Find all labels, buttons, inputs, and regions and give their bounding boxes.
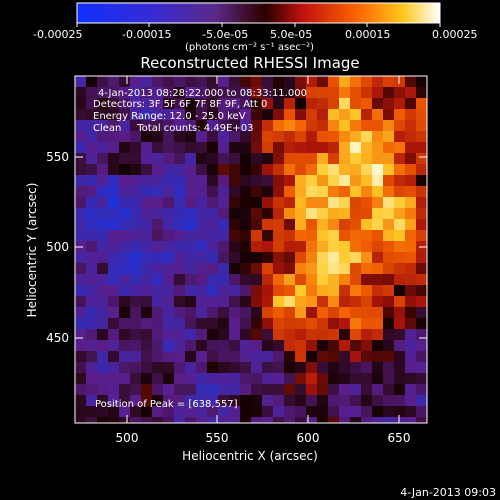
colorbar-tick-label: 0.00015 [345,28,391,41]
x-axis-ticks [126,76,400,423]
x-tick-label: 650 [388,431,411,445]
peak-position: Position of Peak = [638,557] [95,399,238,410]
x-axis-label: Heliocentric X (arcsec) [182,449,318,463]
clean-counts: Clean Total counts: 4.49E+03 [93,123,253,134]
y-tick-label: 450 [46,331,69,345]
colorbar-tick-label: -5.0e-05 [202,28,248,41]
colorbar-units: (photons cm⁻² s⁻¹ asec⁻²) [185,42,314,53]
x-tick-label: 550 [206,431,229,445]
x-tick-label: 500 [116,431,139,445]
colorbar-tick-label: 0.00025 [432,28,478,41]
y-tick-label: 500 [46,240,69,254]
y-tick-label: 550 [46,150,69,164]
x-tick-label: 600 [297,431,320,445]
energy-range: Energy Range: 12.0 - 25.0 keV [93,111,246,122]
detectors: Detectors: 3F 5F 6F 7F 8F 9F, Att 0 [93,99,267,110]
timestamp: 4-Jan-2013 09:03 [400,486,496,499]
colorbar [76,2,441,24]
colorbar-tick-label: 5.0e-05 [270,28,312,41]
plot-frame [74,75,428,424]
y-axis-ticks [75,156,427,339]
colorbar-tick-label: -0.00025 [33,28,82,41]
rhessi-image [75,76,427,423]
time-range: 4-Jan-2013 08:28:22.000 to 08:33:11.000 [98,88,307,99]
colorbar-ticks [76,23,441,27]
colorbar-tick-label: -0.00015 [122,28,171,41]
plot-title: Reconstructed RHESSI Image [140,54,359,72]
y-axis-label: Heliocentric Y (arcsec) [25,183,39,318]
